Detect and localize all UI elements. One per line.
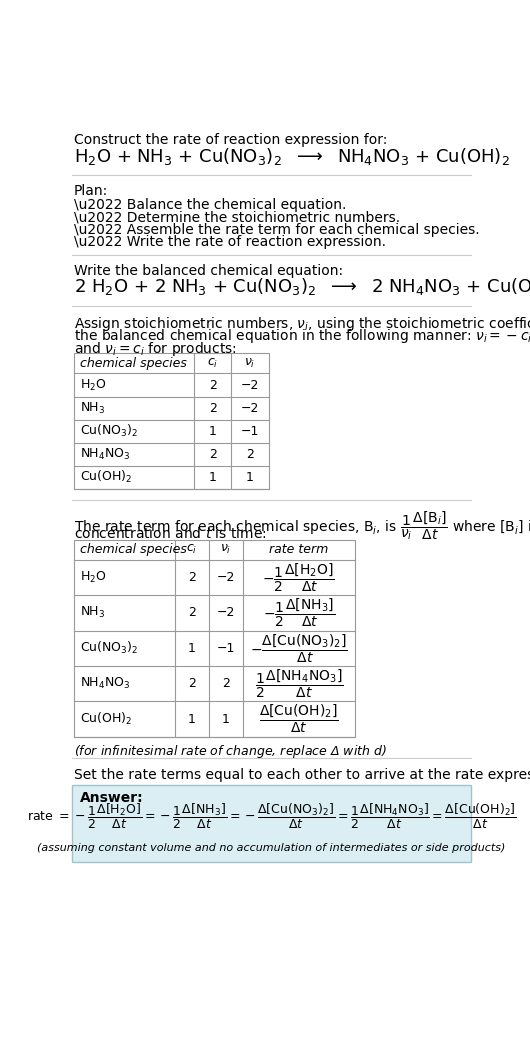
Text: $\nu_i$: $\nu_i$ xyxy=(244,357,255,370)
Bar xyxy=(74,354,269,488)
Text: Cu(OH)$_2$: Cu(OH)$_2$ xyxy=(80,711,132,727)
Text: −1: −1 xyxy=(217,642,235,655)
Text: $-\dfrac{1}{2}\dfrac{\Delta[\mathrm{NH_3}]}{\Delta t}$: $-\dfrac{1}{2}\dfrac{\Delta[\mathrm{NH_3… xyxy=(263,597,335,629)
Text: chemical species: chemical species xyxy=(80,543,187,556)
Text: $c_i$: $c_i$ xyxy=(207,357,218,370)
Text: the balanced chemical equation in the following manner: $\nu_i = -c_i$ for react: the balanced chemical equation in the fo… xyxy=(74,327,530,345)
Text: $c_i$: $c_i$ xyxy=(186,543,198,556)
Text: Assign stoichiometric numbers, $\nu_i$, using the stoichiometric coefficients, $: Assign stoichiometric numbers, $\nu_i$, … xyxy=(74,315,530,333)
Text: −2: −2 xyxy=(217,607,235,619)
Text: 2: 2 xyxy=(246,448,254,461)
Text: $\dfrac{\Delta[\mathrm{Cu(OH)_2}]}{\Delta t}$: $\dfrac{\Delta[\mathrm{Cu(OH)_2}]}{\Delt… xyxy=(259,703,339,735)
Text: 2 H$_2$O + 2 NH$_3$ + Cu(NO$_3$)$_2$  $\longrightarrow$  2 NH$_4$NO$_3$ + Cu(OH): 2 H$_2$O + 2 NH$_3$ + Cu(NO$_3$)$_2$ $\l… xyxy=(74,276,530,297)
Text: H$_2$O: H$_2$O xyxy=(80,570,107,585)
Text: \u2022 Write the rate of reaction expression.: \u2022 Write the rate of reaction expres… xyxy=(74,235,386,249)
Text: Answer:: Answer: xyxy=(80,791,144,804)
Text: 1: 1 xyxy=(209,471,217,484)
Text: and $\nu_i = c_i$ for products:: and $\nu_i = c_i$ for products: xyxy=(74,340,237,358)
Text: $\nu_i$: $\nu_i$ xyxy=(220,543,232,556)
Text: Cu(OH)$_2$: Cu(OH)$_2$ xyxy=(80,470,132,485)
Text: \u2022 Assemble the rate term for each chemical species.: \u2022 Assemble the rate term for each c… xyxy=(74,223,480,236)
Text: 1: 1 xyxy=(188,712,196,726)
Text: chemical species: chemical species xyxy=(80,357,187,370)
Text: NH$_4$NO$_3$: NH$_4$NO$_3$ xyxy=(80,447,131,462)
Text: 1: 1 xyxy=(209,425,217,437)
Text: H$_2$O + NH$_3$ + Cu(NO$_3$)$_2$  $\longrightarrow$  NH$_4$NO$_3$ + Cu(OH)$_2$: H$_2$O + NH$_3$ + Cu(NO$_3$)$_2$ $\longr… xyxy=(74,145,510,166)
Text: NH$_4$NO$_3$: NH$_4$NO$_3$ xyxy=(80,676,131,691)
Text: Cu(NO$_3$)$_2$: Cu(NO$_3$)$_2$ xyxy=(80,640,138,657)
Text: Set the rate terms equal to each other to arrive at the rate expression:: Set the rate terms equal to each other t… xyxy=(74,768,530,781)
Text: Plan:: Plan: xyxy=(74,184,108,198)
Text: −1: −1 xyxy=(241,425,259,437)
Text: 2: 2 xyxy=(209,379,217,391)
Text: (for infinitesimal rate of change, replace Δ with $d$): (for infinitesimal rate of change, repla… xyxy=(74,743,387,760)
Text: \u2022 Balance the chemical equation.: \u2022 Balance the chemical equation. xyxy=(74,198,347,212)
Text: −2: −2 xyxy=(217,571,235,584)
Text: NH$_3$: NH$_3$ xyxy=(80,606,105,620)
Text: rate term: rate term xyxy=(269,543,329,556)
Text: The rate term for each chemical species, B$_i$, is $\dfrac{1}{\nu_i}\dfrac{\Delt: The rate term for each chemical species,… xyxy=(74,509,530,542)
Text: \u2022 Determine the stoichiometric numbers.: \u2022 Determine the stoichiometric numb… xyxy=(74,210,400,224)
FancyBboxPatch shape xyxy=(73,784,471,862)
Text: Write the balanced chemical equation:: Write the balanced chemical equation: xyxy=(74,265,343,278)
Text: (assuming constant volume and no accumulation of intermediates or side products): (assuming constant volume and no accumul… xyxy=(38,843,506,854)
Text: 1: 1 xyxy=(188,642,196,655)
Text: 2: 2 xyxy=(188,677,196,690)
Text: Construct the rate of reaction expression for:: Construct the rate of reaction expressio… xyxy=(74,133,387,147)
Text: Cu(NO$_3$)$_2$: Cu(NO$_3$)$_2$ xyxy=(80,424,138,439)
Text: rate $= -\dfrac{1}{2}\dfrac{\Delta[\mathrm{H_2O}]}{\Delta t} = -\dfrac{1}{2}\dfr: rate $= -\dfrac{1}{2}\dfrac{\Delta[\math… xyxy=(26,802,517,832)
Text: 2: 2 xyxy=(209,448,217,461)
Text: 2: 2 xyxy=(188,571,196,584)
Text: −2: −2 xyxy=(241,402,259,414)
Text: NH$_3$: NH$_3$ xyxy=(80,401,105,415)
Text: 1: 1 xyxy=(246,471,254,484)
Text: 2: 2 xyxy=(222,677,230,690)
Text: 1: 1 xyxy=(222,712,230,726)
Text: $-\dfrac{\Delta[\mathrm{Cu(NO_3)_2}]}{\Delta t}$: $-\dfrac{\Delta[\mathrm{Cu(NO_3)_2}]}{\D… xyxy=(250,632,348,664)
Text: $-\dfrac{1}{2}\dfrac{\Delta[\mathrm{H_2O}]}{\Delta t}$: $-\dfrac{1}{2}\dfrac{\Delta[\mathrm{H_2O… xyxy=(262,562,335,594)
Text: 2: 2 xyxy=(209,402,217,414)
Text: 2: 2 xyxy=(188,607,196,619)
Bar xyxy=(74,540,355,736)
Text: −2: −2 xyxy=(241,379,259,391)
Text: concentration and $t$ is time:: concentration and $t$ is time: xyxy=(74,526,267,541)
Text: $\dfrac{1}{2}\dfrac{\Delta[\mathrm{NH_4NO_3}]}{\Delta t}$: $\dfrac{1}{2}\dfrac{\Delta[\mathrm{NH_4N… xyxy=(254,667,343,700)
Text: H$_2$O: H$_2$O xyxy=(80,378,107,392)
